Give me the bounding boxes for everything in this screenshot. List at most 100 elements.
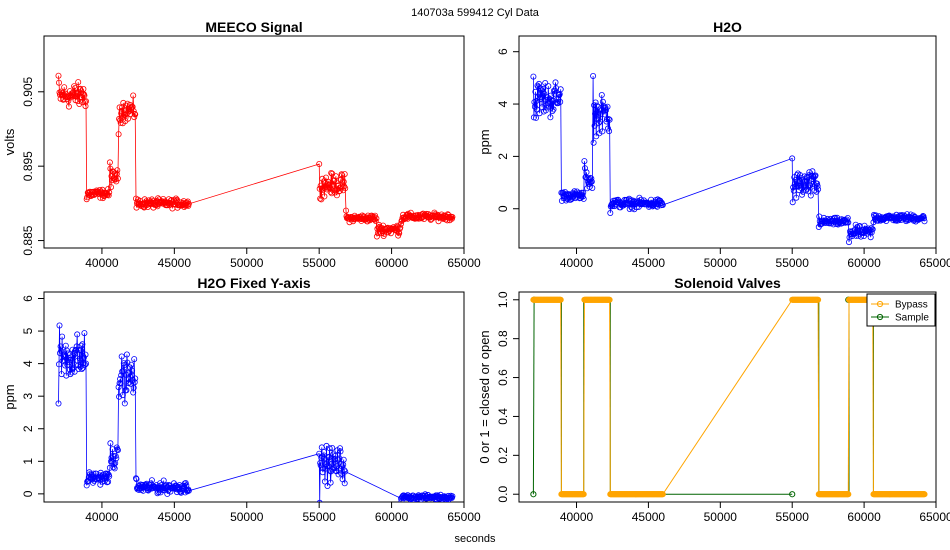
data-point — [328, 169, 335, 176]
bypass-transition — [662, 299, 793, 495]
data-point — [129, 103, 136, 110]
data-point — [326, 185, 333, 192]
data-point — [132, 475, 139, 482]
data-point — [108, 184, 115, 191]
data-point — [66, 358, 73, 365]
data-point — [583, 169, 590, 176]
data-point — [805, 172, 812, 179]
sample-point — [789, 491, 796, 498]
data-point — [807, 192, 814, 199]
data-point — [604, 103, 611, 110]
legend-label: Bypass — [895, 300, 928, 311]
data-point — [802, 182, 809, 189]
data-point — [64, 361, 71, 368]
x-tick-label: 50000 — [704, 256, 738, 270]
plot-frame — [518, 35, 937, 249]
data-point — [82, 361, 89, 368]
x-tick-label: 60000 — [375, 256, 409, 270]
data-point — [326, 181, 333, 188]
data-point — [113, 455, 120, 462]
data-point — [184, 487, 191, 494]
bypass-transition — [583, 299, 585, 495]
data-point — [618, 201, 625, 208]
data-point — [73, 347, 80, 354]
plot-title: H2O — [713, 19, 742, 35]
legend-label: Sample — [895, 313, 929, 324]
y-tick-label: 0 — [496, 205, 510, 212]
data-point — [597, 110, 604, 117]
data-point — [185, 200, 192, 207]
data-point — [127, 111, 134, 118]
data-point — [113, 178, 120, 185]
data-point — [587, 179, 594, 186]
x-tick-label: 55000 — [302, 256, 336, 270]
data-point — [655, 201, 662, 208]
data-point — [117, 380, 124, 387]
data-point — [72, 350, 79, 357]
data-point — [63, 372, 70, 379]
data-point — [116, 393, 123, 400]
data-point — [114, 446, 121, 453]
x-tick-label: 65000 — [447, 510, 481, 524]
data-point — [80, 360, 87, 367]
data-point — [810, 174, 817, 181]
data-point — [547, 92, 554, 99]
data-point — [77, 85, 84, 92]
data-point — [832, 214, 839, 221]
data-point — [115, 131, 122, 138]
data-point — [549, 108, 556, 115]
data-point — [113, 170, 120, 177]
data-point — [615, 196, 622, 203]
data-point — [868, 225, 875, 232]
data-point — [448, 494, 455, 501]
data-point — [83, 360, 90, 367]
y-axis-label: ppm — [477, 129, 492, 154]
plot-body — [55, 322, 456, 502]
data-point — [793, 172, 800, 179]
data-point — [332, 173, 339, 180]
series-line — [533, 75, 925, 243]
y-tick-label: 6 — [21, 295, 35, 302]
data-point — [128, 361, 135, 368]
data-point — [130, 384, 137, 391]
data-point — [326, 445, 333, 452]
data-point — [80, 354, 87, 361]
data-point — [396, 230, 403, 237]
data-point — [593, 133, 600, 140]
data-point — [74, 90, 81, 97]
data-point — [75, 79, 82, 86]
data-point — [609, 203, 616, 210]
bypass-transition — [609, 299, 611, 495]
legend-box — [866, 293, 936, 327]
data-point — [792, 183, 799, 190]
data-point — [793, 194, 800, 201]
data-point — [81, 92, 88, 99]
data-point — [67, 356, 74, 363]
x-tick-label: 45000 — [158, 256, 192, 270]
data-point — [123, 387, 130, 394]
x-tick-label: 45000 — [158, 510, 192, 524]
data-point — [844, 214, 851, 221]
data-point — [76, 101, 83, 108]
data-point — [815, 186, 822, 193]
data-point — [118, 107, 125, 114]
data-point — [591, 122, 598, 129]
data-point — [324, 482, 331, 489]
data-point — [130, 108, 137, 115]
data-point — [130, 389, 137, 396]
data-point — [341, 480, 348, 487]
y-tick-label: 0.895 — [21, 151, 35, 181]
x-tick-label: 60000 — [375, 510, 409, 524]
data-point — [114, 175, 121, 182]
data-point — [316, 499, 323, 502]
data-point — [582, 165, 589, 172]
plot-meeco-signal: MEECO Signal 40000 45000 50000 55000 60000 650… — [2, 19, 481, 270]
data-point — [342, 207, 349, 214]
data-point — [334, 456, 341, 463]
data-point — [81, 330, 88, 337]
data-point — [603, 107, 610, 114]
data-point — [316, 160, 323, 167]
data-point — [547, 114, 554, 121]
data-point — [907, 216, 914, 223]
data-point — [557, 86, 564, 93]
